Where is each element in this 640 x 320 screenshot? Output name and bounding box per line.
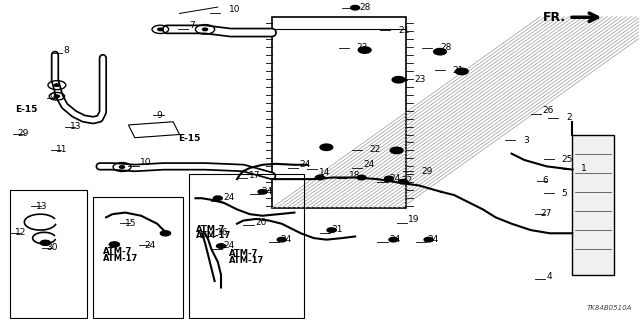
Text: 22: 22 xyxy=(369,145,380,154)
Circle shape xyxy=(385,176,394,181)
Text: ATM-17: ATM-17 xyxy=(229,256,264,265)
Text: 24: 24 xyxy=(389,174,400,183)
Text: 16: 16 xyxy=(216,228,228,237)
Circle shape xyxy=(202,28,207,31)
Text: 29: 29 xyxy=(17,129,29,138)
Circle shape xyxy=(161,231,171,236)
Bar xyxy=(189,174,304,318)
Circle shape xyxy=(54,84,60,86)
Text: ATM-17: ATM-17 xyxy=(103,254,138,263)
Text: 24: 24 xyxy=(364,160,374,169)
Circle shape xyxy=(424,237,433,242)
Circle shape xyxy=(216,244,225,248)
Circle shape xyxy=(456,68,468,75)
Text: 4: 4 xyxy=(547,272,552,281)
Text: TK84B0510A: TK84B0510A xyxy=(586,305,632,311)
Text: 24: 24 xyxy=(223,193,234,202)
Text: 8: 8 xyxy=(63,45,69,55)
Text: 21: 21 xyxy=(453,66,464,75)
Circle shape xyxy=(351,5,360,10)
Text: 17: 17 xyxy=(248,171,260,180)
Text: E-15: E-15 xyxy=(178,134,200,143)
Text: 2: 2 xyxy=(566,114,572,123)
Text: 23: 23 xyxy=(415,75,426,84)
Text: 15: 15 xyxy=(125,219,137,228)
Text: 10: 10 xyxy=(140,158,152,167)
Circle shape xyxy=(389,237,398,242)
Text: 24: 24 xyxy=(223,241,234,250)
Circle shape xyxy=(320,144,333,150)
Circle shape xyxy=(327,228,336,232)
Text: 22: 22 xyxy=(402,176,413,185)
Circle shape xyxy=(213,196,222,200)
Circle shape xyxy=(399,180,408,184)
Text: 10: 10 xyxy=(229,5,241,14)
Circle shape xyxy=(277,237,286,242)
Text: 24: 24 xyxy=(145,241,156,250)
Text: 13: 13 xyxy=(70,122,81,131)
Text: 19: 19 xyxy=(408,215,420,224)
Text: 28: 28 xyxy=(360,3,371,12)
Text: 28: 28 xyxy=(440,43,451,52)
Circle shape xyxy=(357,175,366,180)
Text: 18: 18 xyxy=(349,171,360,180)
Text: ATM-7: ATM-7 xyxy=(229,250,259,259)
Bar xyxy=(10,190,87,318)
Text: 24: 24 xyxy=(280,235,292,244)
Text: 7: 7 xyxy=(189,21,195,30)
Circle shape xyxy=(120,166,125,168)
Text: E-15: E-15 xyxy=(15,105,37,114)
Text: 24: 24 xyxy=(389,235,400,244)
Text: 26: 26 xyxy=(542,106,554,115)
Text: 3: 3 xyxy=(523,136,529,145)
Text: 9: 9 xyxy=(50,93,56,102)
Text: 30: 30 xyxy=(47,243,58,252)
Circle shape xyxy=(392,76,405,83)
Text: 14: 14 xyxy=(319,168,330,177)
Circle shape xyxy=(109,242,120,247)
Circle shape xyxy=(158,28,163,31)
Text: 6: 6 xyxy=(542,176,548,185)
Bar xyxy=(572,134,614,275)
Bar xyxy=(272,17,406,208)
Text: 20: 20 xyxy=(255,218,266,227)
Bar xyxy=(93,197,182,318)
Text: ATM-7: ATM-7 xyxy=(195,225,225,234)
Text: 12: 12 xyxy=(15,228,26,237)
Text: 1: 1 xyxy=(580,164,586,173)
Circle shape xyxy=(390,147,403,154)
Text: 11: 11 xyxy=(56,145,68,154)
Text: 25: 25 xyxy=(561,155,573,164)
Text: 13: 13 xyxy=(36,202,47,211)
Text: 24: 24 xyxy=(428,235,438,244)
Circle shape xyxy=(434,49,447,55)
Text: ATM-17: ATM-17 xyxy=(195,231,231,240)
Text: 5: 5 xyxy=(561,189,567,198)
Circle shape xyxy=(316,175,324,180)
Circle shape xyxy=(54,95,60,98)
Text: 27: 27 xyxy=(540,209,552,218)
Circle shape xyxy=(40,240,51,245)
Circle shape xyxy=(258,190,267,194)
Text: 24: 24 xyxy=(300,160,311,169)
Text: ATM-7: ATM-7 xyxy=(103,247,132,256)
Text: 23: 23 xyxy=(356,43,368,52)
Text: 21: 21 xyxy=(398,26,410,35)
Text: 24: 24 xyxy=(261,187,273,196)
Circle shape xyxy=(358,47,371,53)
Text: 29: 29 xyxy=(421,167,432,176)
Text: 31: 31 xyxy=(332,225,343,234)
Text: FR.: FR. xyxy=(543,11,566,24)
Text: 9: 9 xyxy=(157,111,163,120)
